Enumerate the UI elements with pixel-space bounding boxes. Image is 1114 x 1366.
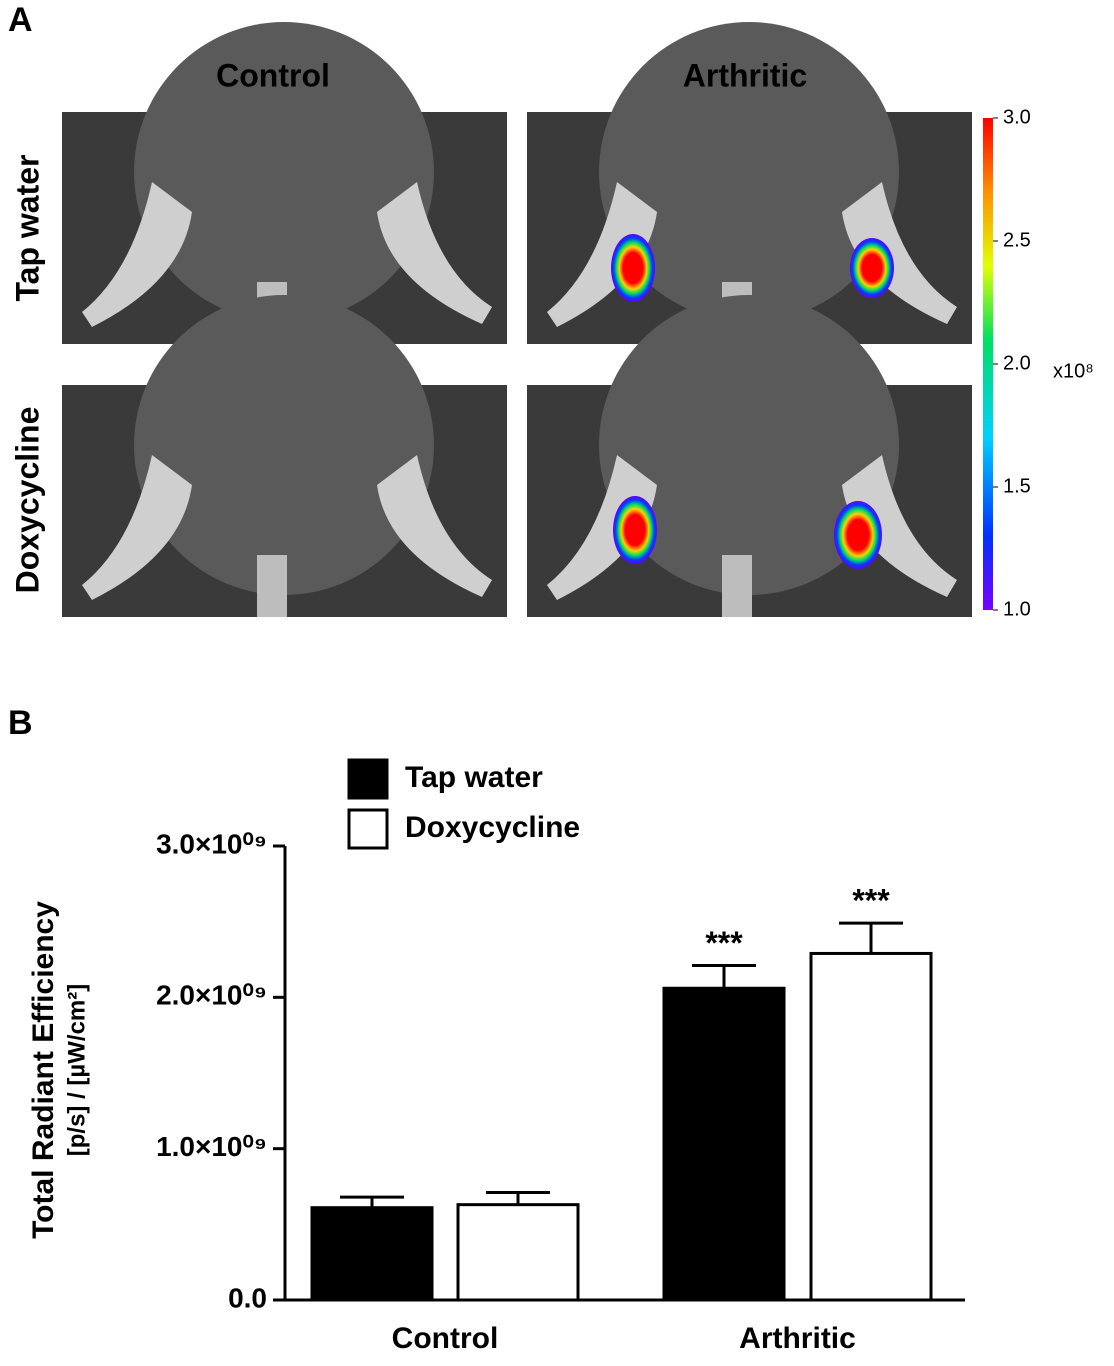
colorbar	[983, 118, 993, 610]
y-tick-label: 3.0×10⁰⁹	[156, 828, 267, 859]
column-label: Arthritic	[683, 57, 807, 93]
row-label: Doxycycline	[9, 407, 45, 594]
y-axis-label: Total Radiant Efficiency	[27, 901, 60, 1239]
bar	[662, 986, 786, 1302]
bar	[809, 951, 933, 1302]
legend-swatch	[347, 808, 389, 850]
colorbar-unit: x10⁸	[1053, 360, 1094, 382]
y-tick-label: 0.0	[228, 1282, 267, 1313]
bar	[456, 1203, 580, 1302]
y-tick-label: 1.0×10⁰⁹	[156, 1131, 267, 1162]
panel-label: A	[8, 1, 33, 39]
x-tick-label: Control	[392, 1322, 499, 1355]
signal	[611, 234, 655, 302]
column-label: Control	[216, 57, 330, 93]
signal	[613, 496, 657, 564]
bar	[310, 1206, 434, 1302]
colorbar-tick-label: 3.0	[1003, 106, 1031, 128]
panel-label: B	[8, 704, 33, 742]
colorbar-tick-label: 2.0	[1003, 352, 1031, 374]
signal	[834, 501, 882, 569]
y-axis-label: [p/s] / [µW/cm²]	[63, 984, 90, 1156]
x-tick-label: Arthritic	[739, 1322, 856, 1355]
signal	[850, 238, 894, 298]
colorbar-tick-label: 1.5	[1003, 475, 1031, 497]
legend-label: Tap water	[405, 761, 543, 794]
row-label: Tap water	[9, 155, 45, 302]
legend-swatch	[347, 758, 389, 800]
y-tick-label: 2.0×10⁰⁹	[156, 980, 267, 1011]
colorbar-tick-label: 2.5	[1003, 229, 1031, 251]
panel-a	[62, 22, 993, 617]
legend-label: Doxycycline	[405, 811, 580, 844]
significance-label: ***	[852, 883, 890, 919]
significance-label: ***	[705, 925, 743, 961]
colorbar-tick-label: 1.0	[1003, 598, 1031, 620]
